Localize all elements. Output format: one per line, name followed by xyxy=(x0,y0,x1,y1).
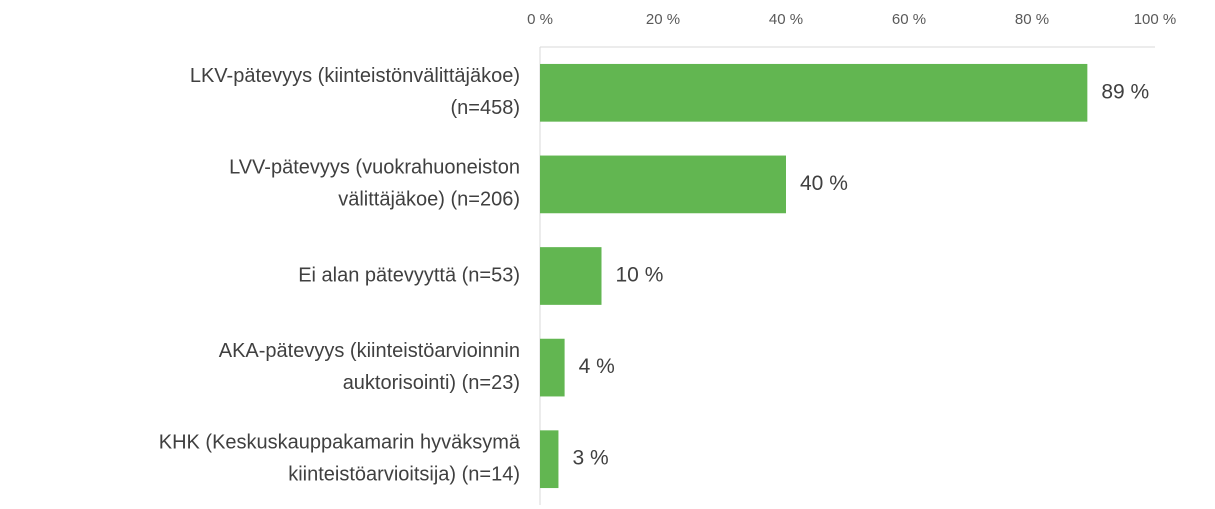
bar xyxy=(540,338,565,397)
x-tick-label: 0 % xyxy=(527,11,553,28)
y-tick-label: LKV-pätevyys (kiinteistönvälittäjäkoe) xyxy=(190,65,520,87)
y-tick-label: auktorisointi) (n=23) xyxy=(343,372,520,394)
bar xyxy=(540,430,559,489)
value-label: 10 % xyxy=(616,264,664,287)
bar xyxy=(540,155,786,214)
x-tick-label: 20 % xyxy=(646,11,680,28)
x-tick-label: 60 % xyxy=(892,11,926,28)
y-tick-label: LVV-pätevyys (vuokrahuoneiston xyxy=(229,157,520,179)
value-label: 89 % xyxy=(1101,80,1149,103)
y-tick-label: kiinteistöarvioitsija) (n=14) xyxy=(288,463,520,485)
x-tick-label: 40 % xyxy=(769,11,803,28)
bar xyxy=(540,63,1088,122)
value-label: 40 % xyxy=(800,172,848,195)
y-tick-label: Ei alan pätevyyttä (n=53) xyxy=(298,264,520,286)
y-tick-label: välittäjäkoe) (n=206) xyxy=(338,189,520,211)
value-label: 3 % xyxy=(572,447,608,470)
y-tick-label: AKA-pätevyys (kiinteistöarvioinnin xyxy=(219,340,520,362)
x-tick-label: 80 % xyxy=(1015,11,1049,28)
x-tick-label: 100 % xyxy=(1134,11,1177,28)
y-tick-label: KHK (Keskuskauppakamarin hyväksymä xyxy=(159,431,521,453)
y-tick-label: (n=458) xyxy=(451,97,521,119)
value-label: 4 % xyxy=(579,355,615,378)
bar xyxy=(540,247,602,305)
